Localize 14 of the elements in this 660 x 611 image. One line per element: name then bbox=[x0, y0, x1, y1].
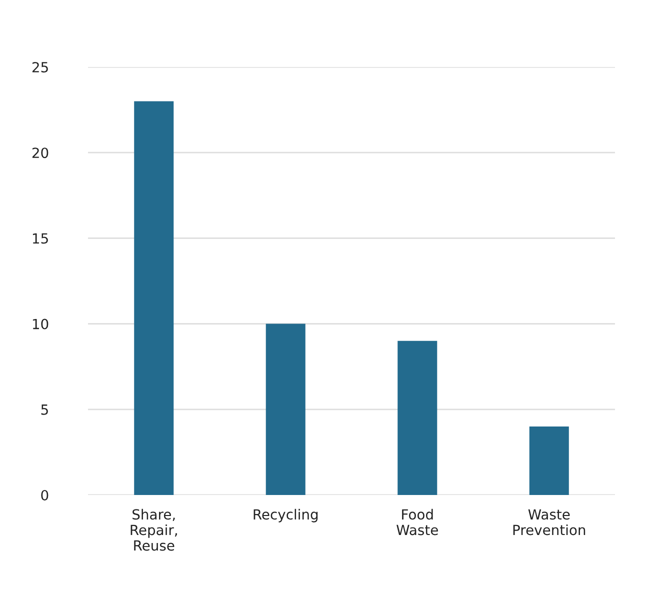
y-tick-label: 0 bbox=[41, 490, 48, 500]
bar bbox=[529, 426, 569, 495]
bar bbox=[134, 101, 174, 495]
x-tick-label: Food Waste bbox=[396, 508, 438, 536]
y-tick-label: 10 bbox=[32, 318, 48, 330]
y-tick-label: 15 bbox=[32, 233, 48, 244]
x-tick-label: Recycling bbox=[254, 508, 318, 522]
y-tick-label: 20 bbox=[32, 148, 48, 158]
bar bbox=[266, 324, 306, 495]
bar bbox=[398, 340, 438, 495]
x-tick-label: Share, Repair, Reuse bbox=[130, 508, 177, 551]
y-tick-label: 25 bbox=[32, 62, 48, 72]
x-tick-label: Waste Prevention bbox=[513, 509, 586, 536]
y-tick-label: 5 bbox=[41, 404, 48, 415]
